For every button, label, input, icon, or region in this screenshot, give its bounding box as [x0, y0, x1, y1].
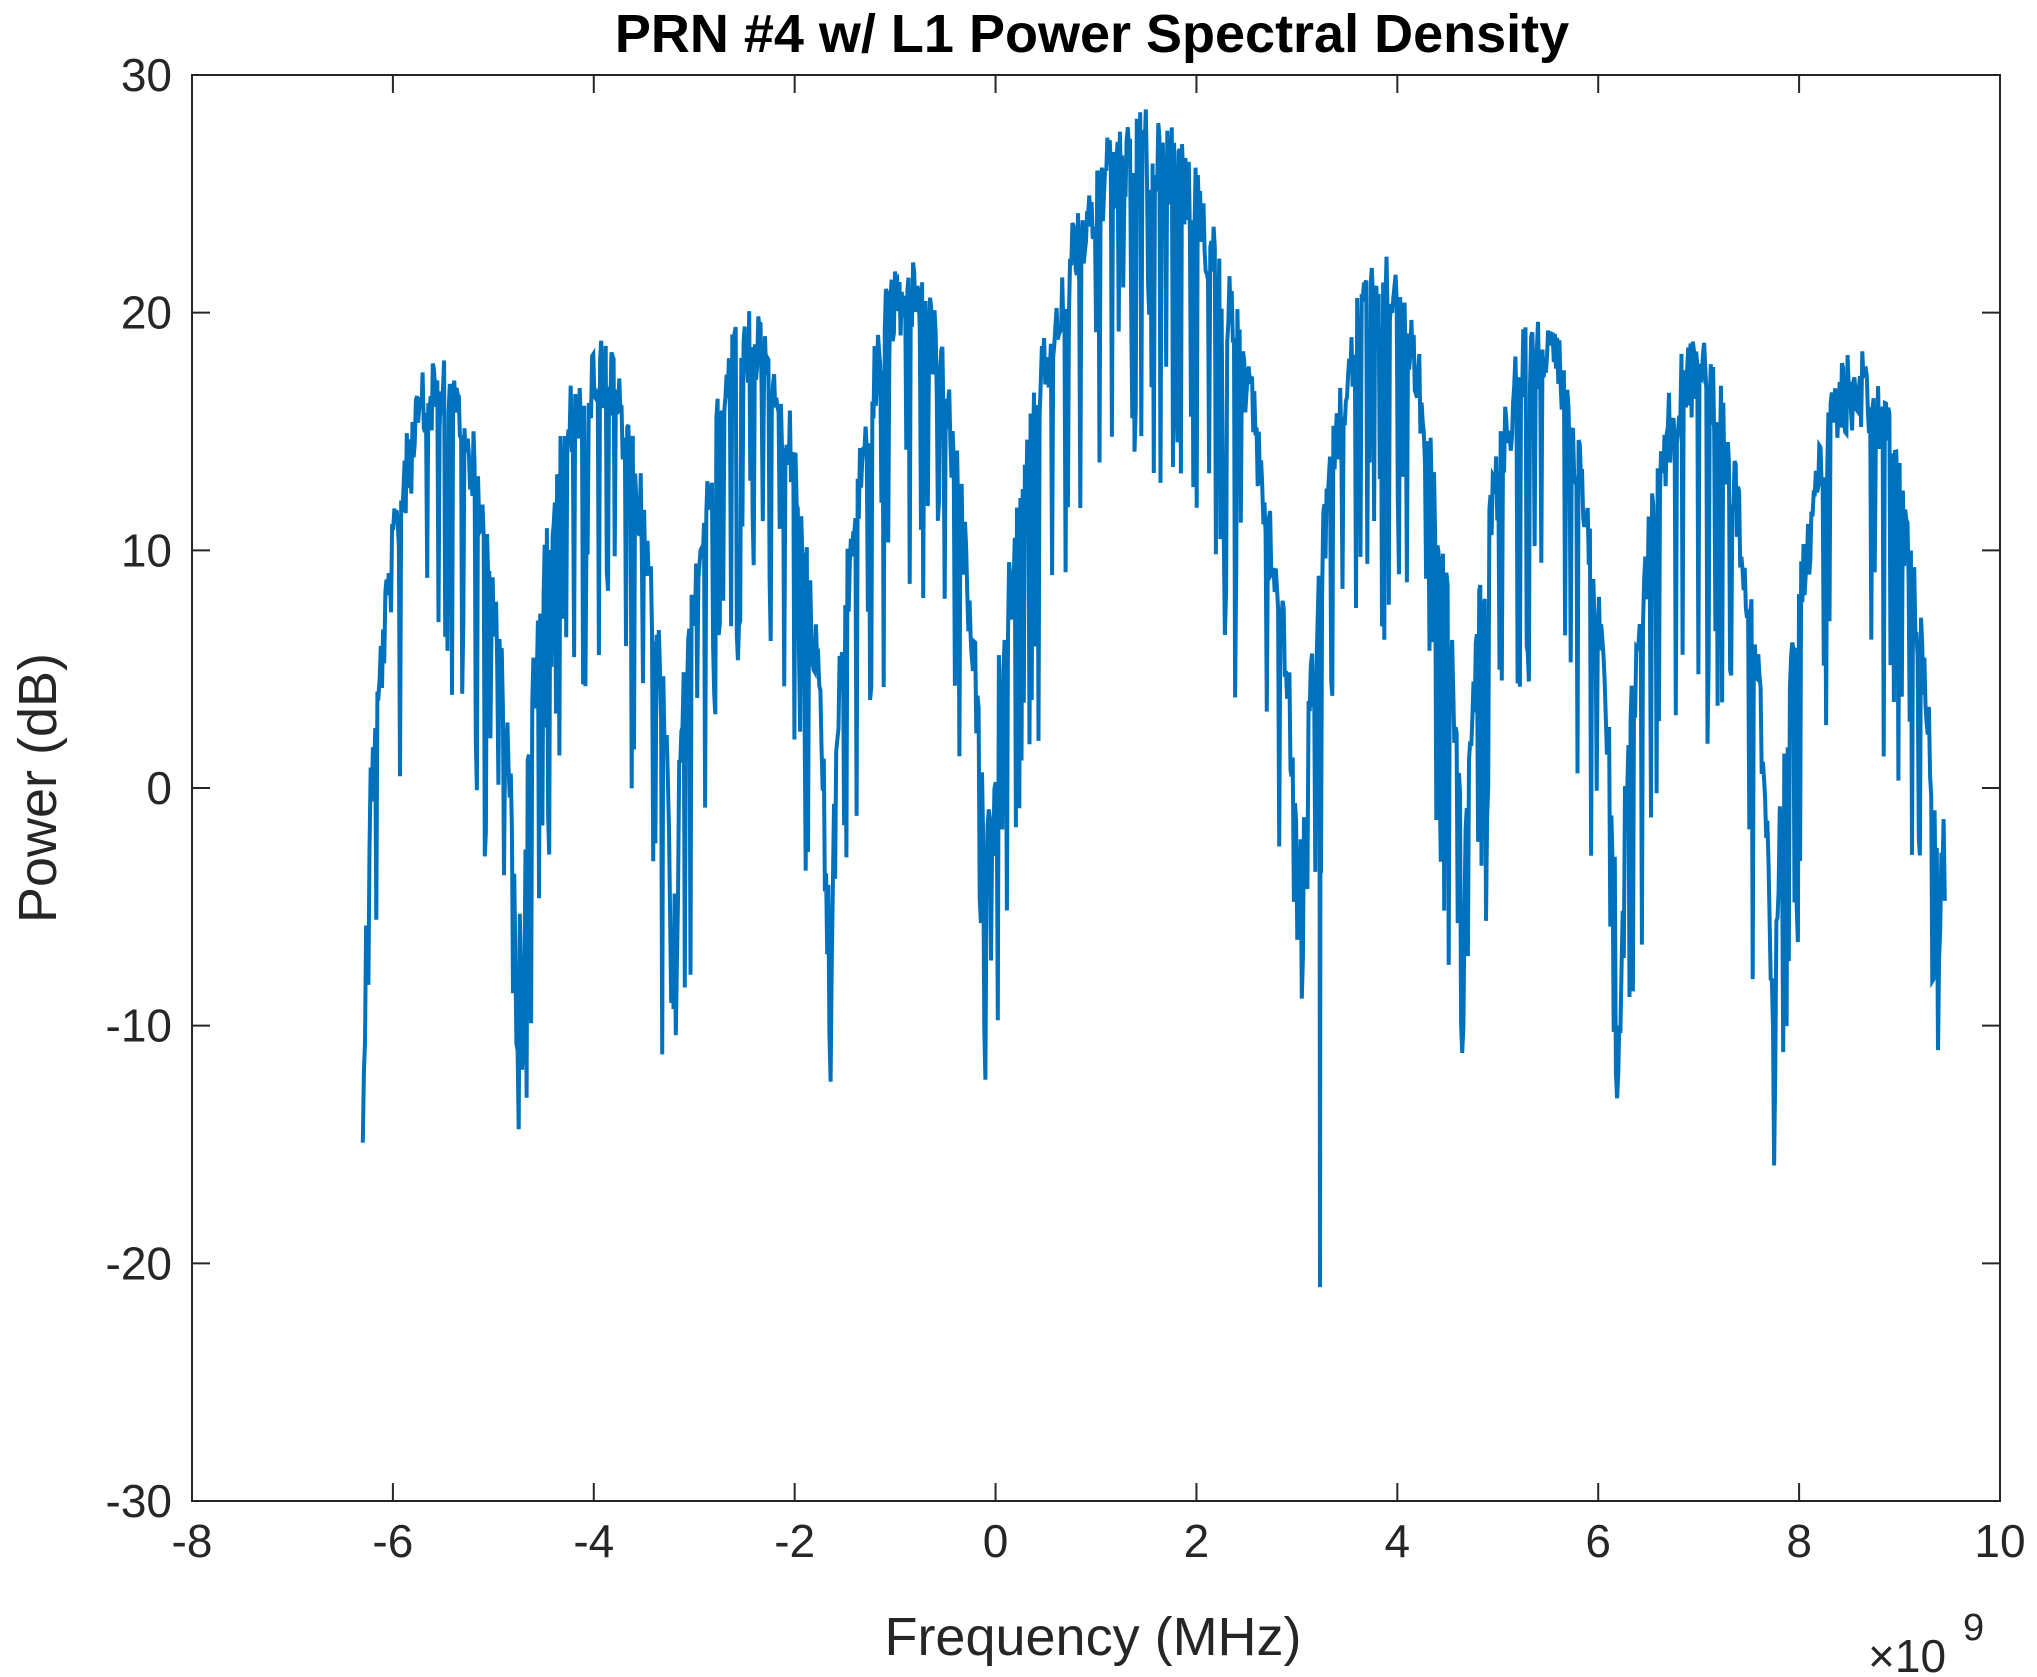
y-axis-label: Power (dB): [8, 653, 68, 923]
x-tick-label: 4: [1385, 1515, 1411, 1567]
x-axis-label: Frequency (MHz): [884, 1607, 1301, 1667]
series-layer: [360, 109, 1947, 1288]
y-tick-label: -20: [106, 1237, 172, 1289]
x-tick-label: 6: [1585, 1515, 1611, 1567]
y-tick-label: 20: [121, 287, 172, 339]
x-tick-label: -8: [172, 1515, 213, 1567]
chart-title: PRN #4 w/ L1 Power Spectral Density: [615, 4, 1569, 64]
x-exponent-label: ×10 9: [1868, 1607, 1984, 1677]
x-tick-label: 2: [1184, 1515, 1210, 1567]
x-tick-label: 8: [1786, 1515, 1812, 1567]
x-tick-label: 0: [983, 1515, 1009, 1567]
x-exponent-base: ×10: [1868, 1630, 1946, 1677]
x-tick-label: -6: [372, 1515, 413, 1567]
y-tick-label: -10: [106, 1000, 172, 1052]
psd-series-line: [360, 109, 1947, 1288]
y-tick-label: 10: [121, 524, 172, 576]
x-tick-label: 10: [1974, 1515, 2025, 1567]
y-tick-label: 30: [121, 49, 172, 101]
y-tick-label: 0: [146, 762, 172, 814]
x-exponent-power: 9: [1963, 1607, 1984, 1649]
x-tick-label: -2: [774, 1515, 815, 1567]
x-tick-label: -4: [573, 1515, 614, 1567]
y-tick-label: -30: [106, 1475, 172, 1527]
